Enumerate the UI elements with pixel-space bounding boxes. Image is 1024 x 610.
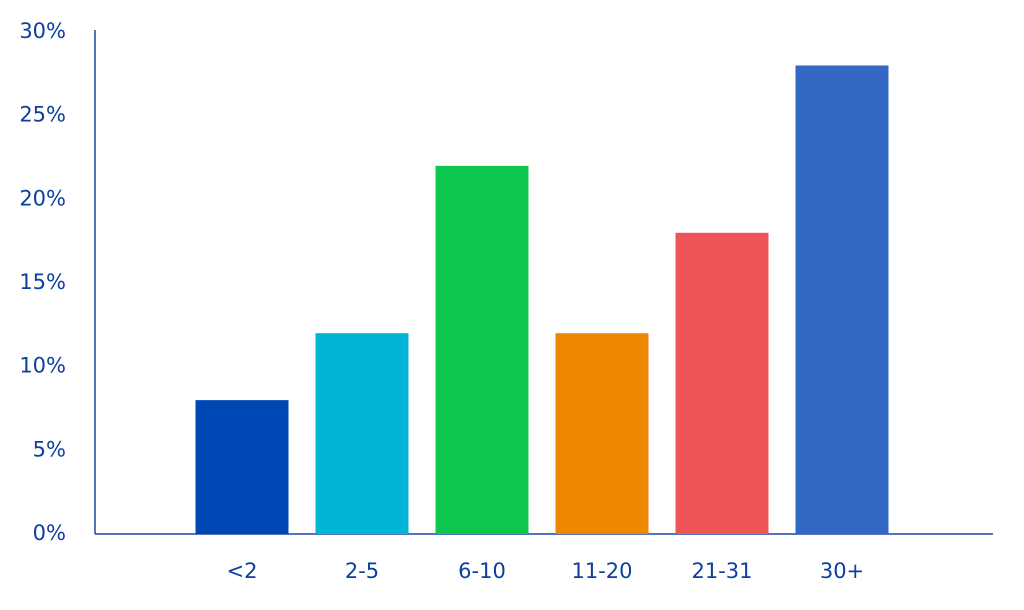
x-tick-label: <2 bbox=[227, 559, 258, 583]
bar bbox=[315, 333, 409, 534]
bar bbox=[675, 232, 769, 535]
bar bbox=[555, 333, 649, 534]
y-tick-label: 10% bbox=[19, 354, 66, 378]
y-tick-label: 25% bbox=[19, 103, 66, 127]
y-tick-label: 30% bbox=[19, 19, 66, 43]
x-tick-label: 30+ bbox=[820, 559, 864, 583]
bar bbox=[795, 65, 889, 534]
x-tick-label: 21-31 bbox=[691, 559, 752, 583]
bar bbox=[435, 165, 529, 534]
x-tick-label: 2-5 bbox=[345, 559, 379, 583]
y-tick-label: 5% bbox=[33, 437, 66, 461]
x-tick-label: 11-20 bbox=[571, 559, 632, 583]
y-tick-label: 15% bbox=[19, 270, 66, 294]
bar bbox=[195, 400, 289, 534]
y-tick-label: 20% bbox=[19, 186, 66, 210]
x-tick-label: 6-10 bbox=[458, 559, 506, 583]
y-tick-label: 0% bbox=[33, 521, 66, 545]
